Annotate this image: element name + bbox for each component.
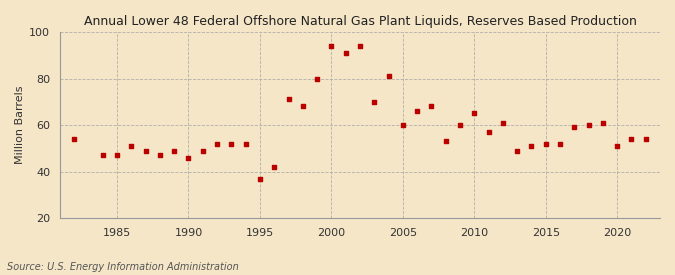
Point	[226, 142, 237, 146]
Point	[283, 97, 294, 102]
Point	[326, 44, 337, 48]
Point	[583, 123, 594, 127]
Point	[483, 130, 494, 134]
Point	[454, 123, 465, 127]
Point	[555, 142, 566, 146]
Point	[412, 109, 423, 113]
Point	[269, 165, 279, 169]
Point	[383, 74, 394, 78]
Point	[512, 148, 522, 153]
Point	[440, 139, 451, 144]
Point	[597, 120, 608, 125]
Point	[126, 144, 137, 148]
Point	[354, 44, 365, 48]
Point	[97, 153, 108, 158]
Point	[626, 137, 637, 141]
Point	[312, 76, 323, 81]
Point	[426, 104, 437, 109]
Point	[540, 142, 551, 146]
Point	[254, 177, 265, 181]
Point	[111, 153, 122, 158]
Point	[469, 111, 480, 116]
Title: Annual Lower 48 Federal Offshore Natural Gas Plant Liquids, Reserves Based Produ: Annual Lower 48 Federal Offshore Natural…	[84, 15, 637, 28]
Point	[569, 125, 580, 130]
Point	[240, 142, 251, 146]
Point	[183, 156, 194, 160]
Point	[140, 148, 151, 153]
Point	[497, 120, 508, 125]
Point	[212, 142, 223, 146]
Point	[526, 144, 537, 148]
Point	[197, 148, 208, 153]
Point	[340, 51, 351, 55]
Point	[69, 137, 80, 141]
Point	[641, 137, 651, 141]
Point	[369, 100, 379, 104]
Point	[612, 144, 622, 148]
Point	[398, 123, 408, 127]
Point	[155, 153, 165, 158]
Point	[298, 104, 308, 109]
Text: Source: U.S. Energy Information Administration: Source: U.S. Energy Information Administ…	[7, 262, 238, 272]
Y-axis label: Million Barrels: Million Barrels	[15, 86, 25, 164]
Point	[169, 148, 180, 153]
